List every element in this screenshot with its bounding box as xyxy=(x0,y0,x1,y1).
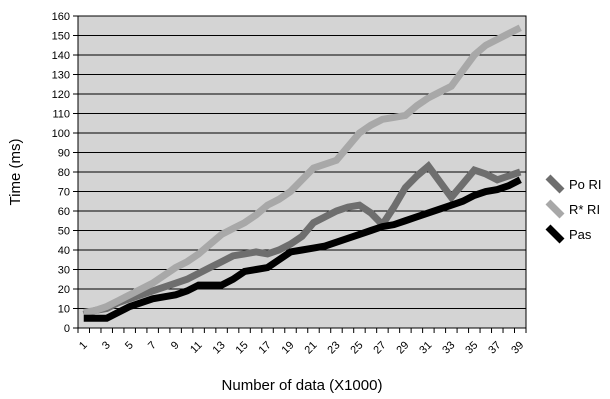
y-tick-label: 160 xyxy=(52,11,70,23)
x-tick-labels: 1 3 5 7 9 11 13 15 17 19 21 23 25 27 29 31 33 35 37 39 xyxy=(77,339,526,356)
y-tick-label: 0 xyxy=(64,323,70,335)
y-tick-labels: 0 10 20 30 40 50 60 70 80 90 100 110 120 130 140 150 160 xyxy=(52,11,70,335)
x-tick-label: 1 xyxy=(77,339,90,352)
x-tick-label: 39 xyxy=(509,339,526,356)
x-tick-label: 7 xyxy=(146,339,159,352)
y-tick-label: 50 xyxy=(58,226,70,238)
legend-swatch xyxy=(548,177,562,191)
x-tick-label: 31 xyxy=(417,339,434,356)
y-tick-label: 140 xyxy=(52,50,70,62)
y-tick-label: 10 xyxy=(58,304,70,316)
x-tick-label: 33 xyxy=(440,339,457,356)
x-tick-label: 17 xyxy=(257,339,274,356)
y-tick-label: 90 xyxy=(58,148,70,160)
legend-swatch xyxy=(548,202,562,216)
x-tick-label: 11 xyxy=(188,339,205,356)
x-tick-label: 9 xyxy=(169,339,182,352)
x-tick-label: 27 xyxy=(371,339,388,356)
y-axis-title: Time (ms) xyxy=(7,139,24,206)
y-tick-label: 130 xyxy=(52,70,70,82)
x-tick-label: 25 xyxy=(348,339,365,356)
y-tick-label: 100 xyxy=(52,128,70,140)
y-tick-label: 70 xyxy=(58,187,70,199)
x-tick-label: 15 xyxy=(234,339,251,356)
y-tick-label: 60 xyxy=(58,206,70,218)
x-tick-label: 21 xyxy=(302,339,319,356)
legend-label: R* RI xyxy=(569,202,600,217)
y-tick-label: 40 xyxy=(58,245,70,257)
y-tick-label: 20 xyxy=(58,284,70,296)
x-tick-label: 29 xyxy=(394,339,411,356)
legend-label: Pas xyxy=(569,227,592,242)
legend-swatch xyxy=(548,227,562,241)
x-tick-label: 35 xyxy=(463,339,480,356)
x-axis-title: Number of data (X1000) xyxy=(222,377,383,394)
y-tick-label: 120 xyxy=(52,89,70,101)
legend-label: Po RI xyxy=(569,177,602,192)
x-tick-label: 5 xyxy=(123,339,136,352)
x-tick-label: 3 xyxy=(100,339,113,352)
y-tick-label: 150 xyxy=(52,31,70,43)
legend: Po RI R* RI Pas xyxy=(548,177,602,242)
x-tick-label: 13 xyxy=(211,339,228,356)
x-tick-label: 23 xyxy=(325,339,342,356)
x-tick-label: 37 xyxy=(486,339,503,356)
y-tick-label: 110 xyxy=(52,109,70,121)
x-tick-label: 19 xyxy=(279,339,296,356)
y-tick-label: 30 xyxy=(58,265,70,277)
y-tick-label: 80 xyxy=(58,167,70,179)
